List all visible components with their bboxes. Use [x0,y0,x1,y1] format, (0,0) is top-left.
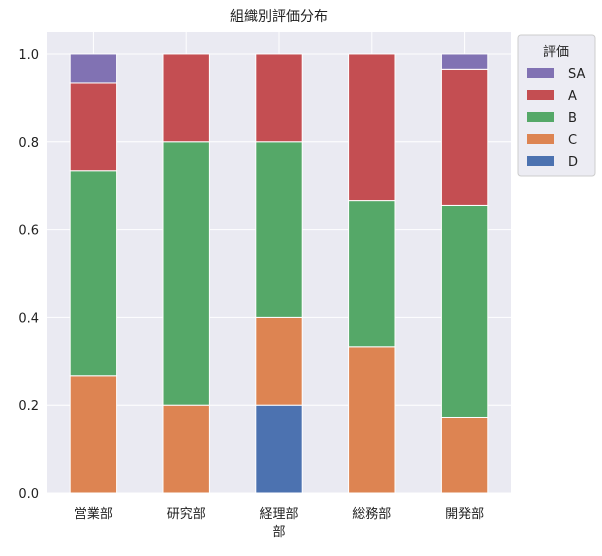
y-tick-labels: 0.0 0.2 0.4 0.6 0.8 1.0 [18,48,39,502]
y-tick-label: 0.4 [18,311,39,326]
bars-layer [69,53,489,494]
y-tick-label: 0.8 [18,136,39,151]
bar-segment [440,53,489,70]
bar-segment [162,141,210,406]
bar-segment [440,204,489,418]
bar-segment [162,53,210,143]
bar-segment [255,404,303,494]
bar-segment [69,170,118,377]
bar-segment [348,346,396,494]
bar-segment [255,316,303,406]
legend-swatch [527,112,554,122]
legend-swatch [527,90,554,100]
bar-segment [69,53,118,84]
bar-segment [69,375,118,494]
x-tick-label: 経理部部 [259,507,298,540]
legend-swatch [527,156,554,166]
bar-segment [255,141,303,318]
legend-label: A [568,89,577,104]
legend-title: 評価 [543,45,569,60]
x-tick-label: 開発部 [445,507,484,522]
bar-segment [440,416,489,494]
bar-segment [348,200,396,348]
y-tick-label: 0.6 [18,224,39,239]
bar-segment [348,53,396,202]
chart-title: 組織別評価分布 [230,9,328,25]
y-tick-label: 0.0 [18,487,39,502]
y-tick-label: 0.2 [18,399,39,414]
bar-segment [440,68,489,206]
legend-swatch [527,68,554,78]
x-tick-labels: 営業部 研究部 経理部部 総務部 開発部 [74,506,484,540]
x-tick-label: 研究部 [167,507,206,522]
bar-segment [255,53,303,143]
y-tick-label: 1.0 [18,48,39,63]
bar-segment [69,82,118,172]
legend-label: SA [568,67,585,82]
bar-segment [162,404,210,494]
legend-label: B [568,111,577,126]
legend-label: C [568,133,577,148]
legend-swatch [527,134,554,144]
legend-label: D [568,155,578,170]
x-tick-label: 総務部 [352,507,391,522]
x-tick-label: 営業部 [74,506,113,522]
